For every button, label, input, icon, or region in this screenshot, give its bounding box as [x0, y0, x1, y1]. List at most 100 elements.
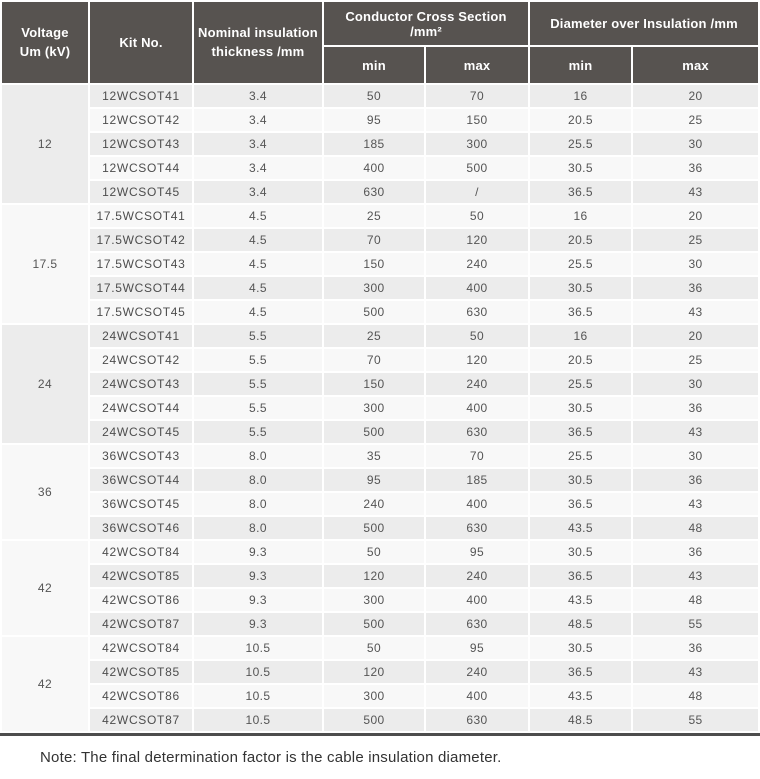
thickness-cell: 5.5 — [194, 349, 322, 371]
thickness-cell: 10.5 — [194, 661, 322, 683]
thickness-cell: 5.5 — [194, 421, 322, 443]
header-dia-min: min — [530, 47, 632, 83]
table-bottom-rule — [0, 733, 760, 736]
ccs-max-cell: 630 — [426, 709, 529, 731]
thickness-cell: 5.5 — [194, 325, 322, 347]
dia-min-cell: 25.5 — [530, 373, 632, 395]
ccs-max-cell: 185 — [426, 469, 529, 491]
table-row: 24WCSOT45 5.5 500 630 36.5 43 — [2, 421, 759, 443]
ccs-max-cell: 50 — [426, 205, 529, 227]
dia-min-cell: 43.5 — [530, 517, 632, 539]
ccs-max-cell: 400 — [426, 277, 529, 299]
dia-min-cell: 36.5 — [530, 301, 632, 323]
ccs-min-cell: 120 — [324, 565, 424, 587]
ccs-min-cell: 35 — [324, 445, 424, 467]
dia-min-cell: 20.5 — [530, 349, 632, 371]
dia-min-cell: 25.5 — [530, 445, 632, 467]
table-row: 42 42WCSOT84 9.3 50 95 30.5 36 — [2, 541, 759, 635]
ccs-min-cell: 50 — [324, 637, 424, 659]
dia-max-cell: 55 — [633, 709, 759, 731]
table-row: 42WCSOT85 9.3 120 240 36.5 43 — [2, 565, 759, 587]
thickness-cell: 3.4 — [194, 157, 322, 179]
ccs-max-cell: 120 — [426, 229, 529, 251]
voltage-cell: 24 — [2, 325, 88, 443]
thickness-cell: 3.4 — [194, 133, 322, 155]
table-row: 12WCSOT45 3.4 630/36.5 43 — [2, 181, 759, 203]
dia-max-cell: 48 — [633, 517, 759, 539]
dia-min-cell: 43.5 — [530, 685, 632, 707]
ccs-max-cell: 400 — [426, 589, 529, 611]
dia-max-cell: 36 — [633, 397, 759, 419]
table-row: 42WCSOT87 9.3 500 630 48.5 55 — [2, 613, 759, 635]
kit-no-cell: 24WCSOT45 — [90, 421, 192, 443]
table-row: 17.5WCSOT42 4.5 70 120 20.5 25 — [2, 229, 759, 251]
dia-min-cell: 36.5 — [530, 661, 632, 683]
table-row: 17.5 17.5WCSOT41 4.5 25 50 16 20 — [2, 205, 759, 323]
ccs-min-cell: 50 — [324, 541, 424, 563]
ccs-min-cell: 300 — [324, 397, 424, 419]
ccs-max-cell: 630 — [426, 301, 529, 323]
ccs-min-cell: 300 — [324, 589, 424, 611]
table-row: 42WCSOT86 9.3 300 400 43.5 48 — [2, 589, 759, 611]
table-row: 12WCSOT42 3.4 95 150 20.5 25 — [2, 109, 759, 131]
kit-no-cell: 36WCSOT44 — [90, 469, 192, 491]
kit-no-cell: 24WCSOT44 — [90, 397, 192, 419]
table-row: 36WCSOT44 8.0 95 185 30.5 36 — [2, 469, 759, 491]
thickness-cell: 10.5 — [194, 709, 322, 731]
kit-no-cell: 42WCSOT87 — [90, 613, 192, 635]
header-voltage-line1: Voltage — [21, 24, 69, 40]
table-row: 17.5WCSOT45 4.5 500 630 36.5 43 — [2, 301, 759, 323]
thickness-cell: 5.5 — [194, 397, 322, 419]
dia-max-cell: 36 — [633, 637, 759, 659]
ccs-min-cell: 500 — [324, 709, 424, 731]
dia-max-cell: 43 — [633, 421, 759, 443]
thickness-cell: 3.4 — [194, 181, 322, 203]
ccs-max-cell: 300 — [426, 133, 529, 155]
header-ccs-max: max — [426, 47, 529, 83]
dia-max-cell: 36 — [633, 157, 759, 179]
dia-max-cell: 20 — [633, 325, 759, 347]
dia-max-cell: 25 — [633, 109, 759, 131]
ccs-max-cell: 630 — [426, 517, 529, 539]
thickness-cell: 9.3 — [194, 541, 322, 563]
dia-min-cell: 36.5 — [530, 181, 632, 203]
ccs-max-cell: 95 — [426, 637, 529, 659]
dia-min-cell: 25.5 — [530, 133, 632, 155]
kit-no-cell: 36WCSOT45 — [90, 493, 192, 515]
dia-max-cell: 20 — [633, 85, 759, 107]
ccs-min-cell: 185 — [324, 133, 424, 155]
kit-no-cell: 24WCSOT43 — [90, 373, 192, 395]
dia-min-cell: 20.5 — [530, 109, 632, 131]
thickness-cell: 4.5 — [194, 229, 322, 251]
header-kit-no: Kit No. — [90, 2, 192, 83]
table-row: 12 12WCSOT41 3.4 50 70 16 20 — [2, 85, 759, 203]
table-row: 42 42WCSOT84 10.5 50 95 30.5 36 — [2, 637, 759, 731]
kit-no-cell: 42WCSOT87 — [90, 709, 192, 731]
dia-min-cell: 30.5 — [530, 277, 632, 299]
ccs-min-cell: 500 — [324, 613, 424, 635]
dia-max-cell: 43 — [633, 661, 759, 683]
dia-min-cell: 48.5 — [530, 613, 632, 635]
header-voltage-line2: Um (kV) — [19, 43, 71, 59]
table-row: 24WCSOT44 5.5 300 400 30.5 36 — [2, 397, 759, 419]
header-dia-max: max — [633, 47, 759, 83]
ccs-max-cell: 240 — [426, 253, 529, 275]
kit-no-cell: 42WCSOT85 — [90, 661, 192, 683]
thickness-cell: 4.5 — [194, 301, 322, 323]
voltage-cell: 36 — [2, 445, 88, 539]
ccs-max-cell: 400 — [426, 493, 529, 515]
ccs-min-cell: 70 — [324, 349, 424, 371]
kit-no-cell: 17.5WCSOT45 — [90, 301, 192, 323]
table-row: 24WCSOT42 5.5 70 120 20.5 25 — [2, 349, 759, 371]
header-sub-row: min max min max — [2, 47, 759, 83]
voltage-cell: 42 — [2, 541, 88, 635]
kit-no-cell: 17.5WCSOT42 — [90, 229, 192, 251]
dia-min-cell: 25.5 — [530, 253, 632, 275]
dia-max-cell: 30 — [633, 445, 759, 467]
kit-no-cell: 36WCSOT43 — [90, 445, 192, 467]
dia-max-cell: 43 — [633, 181, 759, 203]
table-row: 12WCSOT43 3.4 185 300 25.5 30 — [2, 133, 759, 155]
insulation-spec-table: Voltage Um (kV) Kit No. Nominal insulati… — [2, 2, 759, 731]
ccs-max-cell: 400 — [426, 685, 529, 707]
ccs-min-cell: 240 — [324, 493, 424, 515]
